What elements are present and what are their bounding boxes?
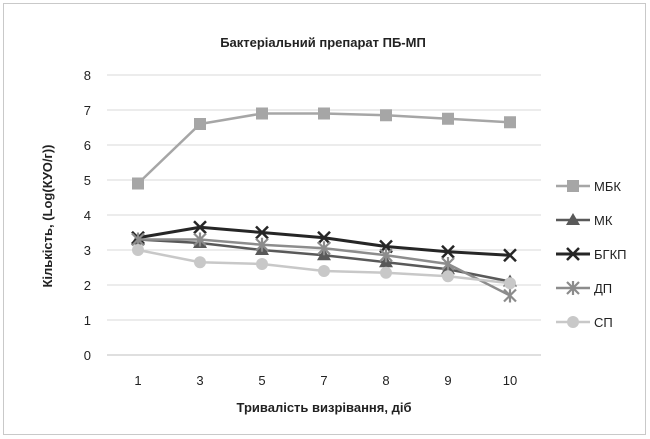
data-point-ДП-9	[441, 257, 455, 271]
x-tick-7: 7	[320, 373, 327, 388]
legend-label-МК: МК	[594, 213, 613, 228]
legend-marker-ДП	[566, 281, 580, 295]
legend-marker-БГКП	[566, 247, 580, 261]
data-point-СП-8	[380, 266, 392, 279]
legend-label-МБК: МБК	[594, 179, 621, 194]
x-tick-3: 3	[196, 373, 203, 388]
legend-marker-МБК	[567, 180, 579, 192]
data-point-БГКП-5	[255, 225, 269, 240]
legend-marker-СП	[567, 316, 579, 328]
legend-label-СП: СП	[594, 315, 613, 330]
data-point-ДП-10	[503, 288, 517, 303]
y-tick-6: 6	[84, 138, 91, 153]
x-tick-labels: 1 3 5 7 8 9 10	[134, 373, 517, 388]
legend-marker-МК	[566, 213, 580, 225]
data-point-СП-3	[194, 256, 206, 269]
data-point-ДП-3	[193, 232, 207, 247]
legend-item-СП: СП	[556, 315, 613, 330]
y-tick-1: 1	[84, 313, 91, 328]
data-point-МБК-7	[318, 107, 330, 120]
data-point-МБК-5	[256, 107, 268, 120]
series-ДП	[131, 232, 517, 303]
data-point-БГКП-9	[441, 244, 455, 259]
legend-item-БГКП: БГКП	[556, 247, 627, 262]
legend-item-МК: МК	[556, 213, 613, 228]
x-axis-label: Тривалість визрівання, діб	[237, 400, 412, 415]
data-point-ДП-7	[317, 241, 331, 256]
y-tick-2: 2	[84, 278, 91, 293]
data-point-СП-10	[504, 277, 516, 290]
legend: МБК МК БГКП ДП СП	[556, 179, 627, 330]
legend-label-БГКП: БГКП	[594, 247, 627, 262]
data-point-МБК-3	[194, 118, 206, 130]
legend-item-ДП: ДП	[556, 281, 612, 296]
series-СП	[132, 244, 516, 290]
legend-label-ДП: ДП	[594, 281, 612, 296]
y-tick-5: 5	[84, 173, 91, 188]
series-line-МБК	[137, 112, 511, 185]
data-point-БГКП-7	[317, 230, 331, 245]
y-tick-0: 0	[84, 348, 91, 363]
y-tick-8: 8	[84, 68, 91, 83]
data-point-МБК-1	[132, 177, 144, 190]
y-tick-labels: 0 1 2 3 4 5 6 7 8	[84, 68, 91, 363]
data-point-СП-5	[256, 258, 268, 270]
data-point-МБК-8	[380, 109, 392, 122]
x-tick-9: 9	[444, 373, 451, 388]
x-tick-5: 5	[258, 373, 265, 388]
x-tick-8: 8	[382, 373, 389, 388]
y-tick-7: 7	[84, 103, 91, 118]
data-point-СП-7	[318, 265, 330, 277]
data-point-МБК-10	[504, 116, 516, 129]
series-lines	[131, 107, 517, 303]
data-point-БГКП-10	[503, 248, 517, 263]
data-point-МБК-9	[442, 112, 454, 125]
y-axis-label: Кількість, (Log(КУО/г))	[40, 144, 55, 287]
y-tick-3: 3	[84, 243, 91, 258]
y-tick-4: 4	[84, 208, 91, 223]
legend-item-МБК: МБК	[556, 179, 621, 194]
data-point-ДП-5	[255, 237, 269, 252]
series-МБК	[132, 107, 516, 190]
data-point-БГКП-3	[193, 220, 207, 235]
x-tick-10: 10	[503, 373, 517, 388]
data-point-ДП-8	[379, 248, 393, 263]
x-tick-1: 1	[134, 373, 141, 388]
chart-title: Бактеріальний препарат ПБ-МП	[220, 35, 426, 50]
data-point-СП-9	[442, 270, 454, 283]
gridlines	[107, 74, 541, 321]
data-point-СП-1	[132, 244, 144, 256]
